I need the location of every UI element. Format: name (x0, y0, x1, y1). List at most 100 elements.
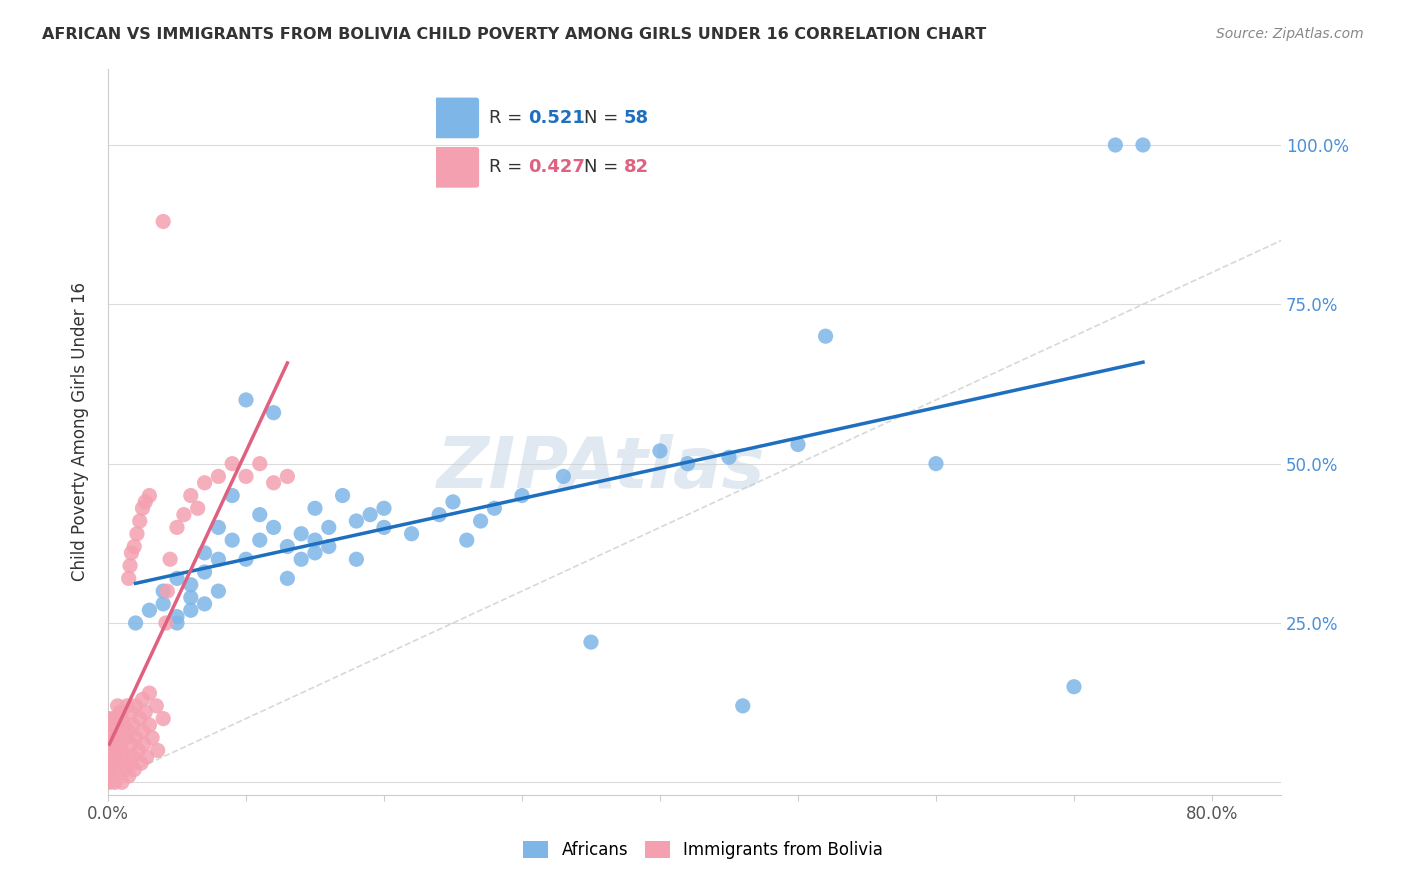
Point (1104, 138, 1126, 153)
Point (118, 769, 141, 783)
Point (166, 571, 188, 585)
Point (332, 489, 354, 503)
Point (304, 546, 326, 560)
Point (249, 508, 271, 522)
Point (276, 540, 298, 554)
Point (249, 457, 271, 471)
Point (118, 571, 141, 585)
Point (456, 533, 478, 548)
Point (105, 763, 128, 777)
Point (124, 615, 146, 630)
Text: AFRICAN VS IMMIGRANTS FROM BOLIVIA CHILD POVERTY AMONG GIRLS UNDER 16 CORRELATIO: AFRICAN VS IMMIGRANTS FROM BOLIVIA CHILD… (42, 27, 987, 42)
Point (120, 558, 142, 573)
Point (108, 756, 131, 771)
Point (249, 533, 271, 548)
Point (207, 520, 229, 534)
Point (110, 737, 132, 751)
Point (114, 718, 136, 732)
Legend: Africans, Immigrants from Bolivia: Africans, Immigrants from Bolivia (516, 834, 890, 866)
Point (276, 571, 298, 585)
Point (98, 712, 121, 726)
Point (134, 705, 156, 719)
Point (155, 615, 177, 630)
Point (484, 501, 506, 516)
Point (100, 749, 122, 764)
Point (221, 489, 243, 503)
Point (128, 712, 150, 726)
Point (115, 763, 138, 777)
Point (152, 712, 174, 726)
Point (131, 692, 153, 706)
Point (787, 437, 810, 451)
Point (373, 501, 395, 516)
Point (925, 457, 948, 471)
Point (100, 763, 122, 777)
Point (731, 698, 754, 713)
Point (103, 712, 125, 726)
Point (156, 584, 179, 599)
Point (110, 705, 132, 719)
Point (359, 508, 381, 522)
Point (101, 737, 124, 751)
Point (127, 743, 149, 757)
Point (166, 615, 188, 630)
Point (1063, 680, 1085, 694)
Point (104, 775, 127, 789)
Point (122, 763, 145, 777)
Point (145, 698, 167, 713)
Point (101, 769, 124, 783)
Text: Source: ZipAtlas.com: Source: ZipAtlas.com (1216, 27, 1364, 41)
Point (194, 565, 217, 579)
Point (103, 756, 125, 771)
Point (111, 743, 134, 757)
Point (101, 724, 124, 739)
Point (124, 731, 146, 745)
Point (194, 546, 217, 560)
Point (152, 584, 174, 599)
Point (676, 457, 699, 471)
Point (344, 552, 367, 566)
Point (121, 718, 143, 732)
Point (470, 514, 492, 528)
Point (304, 501, 326, 516)
Point (180, 489, 202, 503)
Point (100, 731, 122, 745)
Point (510, 489, 533, 503)
Point (427, 508, 450, 522)
Point (120, 737, 142, 751)
Point (117, 698, 139, 713)
Point (344, 514, 367, 528)
Point (104, 731, 127, 745)
Point (152, 214, 174, 228)
Point (111, 712, 134, 726)
Point (180, 603, 202, 617)
Point (180, 591, 202, 605)
Point (318, 520, 340, 534)
Point (108, 724, 131, 739)
Point (120, 705, 142, 719)
Point (304, 533, 326, 548)
Point (131, 724, 153, 739)
Point (187, 501, 209, 516)
Point (221, 533, 243, 548)
Point (553, 469, 575, 483)
Point (120, 756, 142, 771)
Point (263, 406, 285, 420)
Point (115, 731, 138, 745)
Point (166, 609, 188, 624)
Point (152, 597, 174, 611)
Point (194, 475, 217, 490)
Point (135, 749, 157, 764)
Point (207, 552, 229, 566)
Point (138, 686, 160, 700)
Point (98, 724, 121, 739)
Point (290, 552, 312, 566)
Point (194, 597, 217, 611)
Point (118, 724, 141, 739)
Point (166, 520, 188, 534)
Point (263, 520, 285, 534)
Point (276, 469, 298, 483)
Point (134, 495, 156, 509)
Point (221, 457, 243, 471)
Point (441, 495, 464, 509)
